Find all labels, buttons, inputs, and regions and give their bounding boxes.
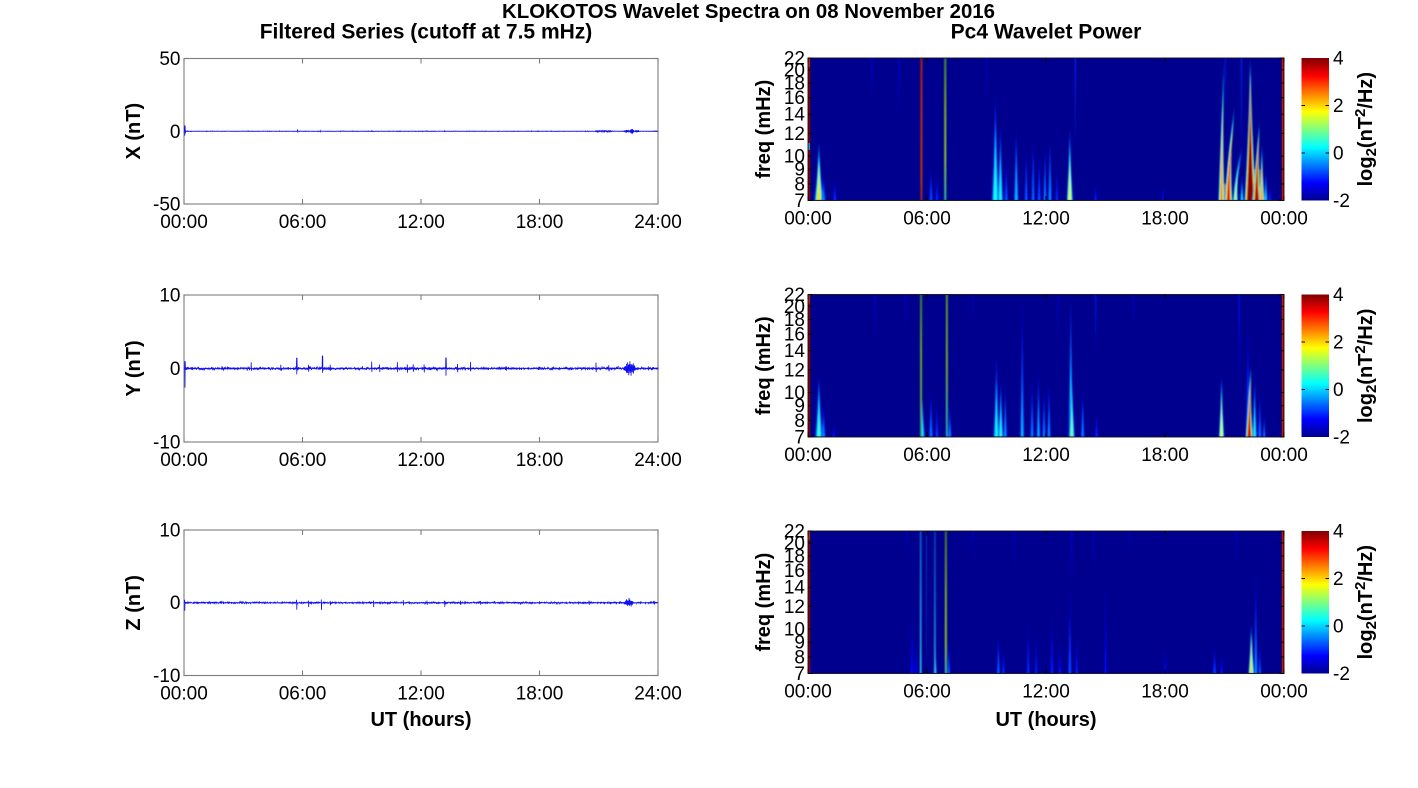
svg-text:10: 10 (159, 521, 180, 542)
svg-text:freq (mHz): freq (mHz) (753, 553, 775, 652)
svg-text:14: 14 (784, 341, 806, 362)
svg-text:18: 18 (784, 310, 805, 331)
svg-text:-50: -50 (153, 195, 180, 216)
svg-text:log2(nT2/Hz): log2(nT2/Hz) (1352, 72, 1380, 186)
svg-text:24:00: 24:00 (634, 212, 682, 233)
svg-text:12:00: 12:00 (1022, 209, 1070, 230)
svg-text:12: 12 (784, 597, 805, 618)
svg-text:4: 4 (1333, 522, 1344, 543)
svg-text:12:00: 12:00 (397, 684, 445, 705)
svg-text:2: 2 (1333, 569, 1344, 590)
svg-text:4: 4 (1333, 49, 1344, 70)
svg-text:20: 20 (784, 297, 805, 318)
svg-text:12:00: 12:00 (397, 212, 445, 233)
svg-text:18:00: 18:00 (1141, 682, 1189, 703)
svg-text:8: 8 (794, 647, 805, 668)
svg-text:Filtered Series (cutoff at 7.5: Filtered Series (cutoff at 7.5 mHz) (260, 21, 593, 44)
svg-text:18:00: 18:00 (516, 212, 564, 233)
svg-text:12:00: 12:00 (1022, 682, 1070, 703)
svg-text:-10: -10 (153, 666, 180, 687)
svg-text:00:00: 00:00 (784, 445, 832, 466)
svg-text:8: 8 (794, 411, 805, 432)
svg-text:50: 50 (159, 49, 180, 70)
svg-text:4: 4 (1333, 285, 1344, 306)
svg-text:0: 0 (170, 122, 181, 143)
svg-text:06:00: 06:00 (903, 682, 951, 703)
svg-text:18:00: 18:00 (1141, 445, 1189, 466)
svg-text:-2: -2 (1333, 428, 1350, 449)
svg-text:16: 16 (784, 325, 805, 346)
svg-text:06:00: 06:00 (279, 212, 327, 233)
svg-text:10: 10 (784, 383, 805, 404)
svg-text:00:00: 00:00 (160, 684, 208, 705)
svg-text:00:00: 00:00 (1260, 209, 1308, 230)
svg-text:8: 8 (794, 174, 805, 195)
svg-text:12:00: 12:00 (1022, 445, 1070, 466)
svg-text:20: 20 (784, 60, 805, 81)
svg-text:0: 0 (1333, 144, 1344, 165)
svg-text:0: 0 (170, 593, 181, 614)
svg-text:18:00: 18:00 (516, 684, 564, 705)
svg-text:7: 7 (794, 191, 805, 212)
svg-text:06:00: 06:00 (279, 684, 327, 705)
svg-text:7: 7 (794, 664, 805, 685)
svg-text:freq (mHz): freq (mHz) (753, 80, 775, 179)
svg-text:24:00: 24:00 (634, 450, 682, 471)
svg-text:0: 0 (1333, 380, 1344, 401)
svg-text:24:00: 24:00 (634, 684, 682, 705)
svg-text:-2: -2 (1333, 191, 1350, 212)
svg-text:2: 2 (1333, 333, 1344, 354)
svg-text:2: 2 (1333, 96, 1344, 117)
svg-text:00:00: 00:00 (160, 450, 208, 471)
svg-text:14: 14 (784, 105, 806, 126)
svg-text:-10: -10 (153, 433, 180, 454)
svg-text:UT (hours): UT (hours) (995, 709, 1096, 731)
svg-text:Y (nT): Y (nT) (123, 340, 145, 396)
svg-text:UT (hours): UT (hours) (370, 709, 471, 731)
svg-text:22: 22 (784, 522, 805, 543)
svg-text:log2(nT2/Hz): log2(nT2/Hz) (1352, 309, 1380, 423)
svg-text:9: 9 (794, 633, 805, 654)
svg-text:00:00: 00:00 (784, 682, 832, 703)
svg-text:9: 9 (794, 160, 805, 181)
svg-text:freq (mHz): freq (mHz) (753, 316, 775, 415)
svg-text:00:00: 00:00 (1260, 682, 1308, 703)
svg-text:Pc4 Wavelet Power: Pc4 Wavelet Power (951, 21, 1142, 44)
svg-text:-2: -2 (1333, 664, 1350, 685)
svg-text:KLOKOTOS Wavelet Spectra on 08: KLOKOTOS Wavelet Spectra on 08 November … (502, 1, 995, 23)
svg-text:18: 18 (784, 74, 805, 95)
svg-text:12:00: 12:00 (397, 450, 445, 471)
svg-text:7: 7 (794, 428, 805, 449)
svg-text:06:00: 06:00 (903, 209, 951, 230)
svg-text:00:00: 00:00 (1260, 445, 1308, 466)
svg-text:10: 10 (159, 286, 180, 307)
svg-text:22: 22 (784, 49, 805, 70)
svg-text:18:00: 18:00 (1141, 209, 1189, 230)
svg-text:14: 14 (784, 578, 806, 599)
svg-text:22: 22 (784, 285, 805, 306)
svg-text:16: 16 (784, 561, 805, 582)
svg-text:log2(nT2/Hz): log2(nT2/Hz) (1352, 545, 1380, 659)
svg-text:06:00: 06:00 (279, 450, 327, 471)
svg-text:00:00: 00:00 (160, 212, 208, 233)
svg-text:20: 20 (784, 533, 805, 554)
svg-text:0: 0 (1333, 617, 1344, 638)
svg-text:10: 10 (784, 620, 805, 641)
svg-text:0: 0 (170, 359, 181, 380)
svg-text:18:00: 18:00 (516, 450, 564, 471)
svg-text:9: 9 (794, 396, 805, 417)
svg-text:12: 12 (784, 124, 805, 145)
svg-text:00:00: 00:00 (784, 209, 832, 230)
svg-text:06:00: 06:00 (903, 445, 951, 466)
svg-text:X (nT): X (nT) (123, 103, 145, 160)
svg-text:12: 12 (784, 360, 805, 381)
svg-text:Z (nT): Z (nT) (123, 575, 145, 631)
svg-text:16: 16 (784, 88, 805, 109)
svg-text:10: 10 (784, 147, 805, 168)
svg-text:18: 18 (784, 547, 805, 568)
